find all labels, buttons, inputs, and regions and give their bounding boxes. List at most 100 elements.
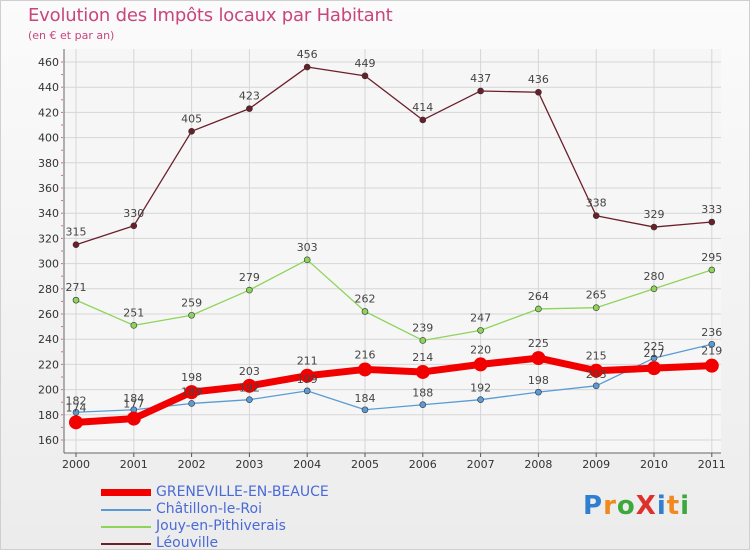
data-label-leouville: 423 [239,90,260,103]
data-point-jouy-en-pithiverais [708,266,716,274]
y-tick-label: 440 [38,81,59,94]
y-tick-label: 360 [38,182,59,195]
data-point-greneville-en-beauce [184,385,199,400]
x-tick-label: 2011 [698,458,726,471]
x-tick-label: 2002 [178,458,206,471]
y-tick-label: 260 [38,308,59,321]
data-label-chatillon-le-roi: 192 [239,382,260,395]
data-label-jouy-en-pithiverais: 259 [181,296,202,309]
y-tick-label: 320 [38,232,59,245]
data-label-greneville-en-beauce: 220 [470,343,491,356]
y-tick-label: 240 [38,333,59,346]
data-point-leouville [72,241,80,248]
y-tick-label: 420 [38,106,59,119]
series-line-greneville-en-beauce [72,354,716,426]
data-point-chatillon-le-roi [188,400,195,407]
x-tick-label: 2004 [293,458,321,471]
data-point-chatillon-le-roi [303,387,311,395]
data-point-jouy-en-pithiverais [188,311,195,319]
data-label-jouy-en-pithiverais: 303 [297,241,318,254]
data-label-greneville-en-beauce: 177 [123,398,144,411]
y-tick-label: 200 [38,384,59,397]
data-label-leouville: 414 [412,101,433,114]
data-label-jouy-en-pithiverais: 251 [123,306,144,319]
data-label-chatillon-le-roi: 189 [181,385,202,398]
series-line-jouy-en-pithiverais [75,259,713,342]
y-tick-label: 380 [38,157,59,170]
data-point-jouy-en-pithiverais [419,337,427,344]
chart-subtitle: (en € et par an) [28,29,115,42]
data-label-chatillon-le-roi: 188 [412,387,433,400]
data-point-chatillon-le-roi [477,396,484,403]
data-point-jouy-en-pithiverais [130,322,138,329]
y-tick-label: 280 [38,283,59,296]
data-label-jouy-en-pithiverais: 247 [470,311,491,324]
data-label-leouville: 338 [586,197,607,210]
data-point-greneville-en-beauce [242,378,257,393]
data-point-leouville [592,212,600,220]
x-tick-label: 2007 [467,458,495,471]
data-point-leouville [188,128,195,135]
logo-letter: i [680,491,691,521]
data-labels: 315 330 405 423 456 449 414 437 436 338 329 333 271 2… [66,48,723,414]
data-label-greneville-en-beauce: 215 [586,350,607,363]
data-point-greneville-en-beauce [126,411,141,426]
data-point-chatillon-le-roi [72,408,80,416]
data-point-jouy-en-pithiverais [303,256,311,264]
data-label-leouville: 449 [355,57,376,70]
x-tick-label: 2008 [524,458,552,471]
data-point-greneville-en-beauce [358,362,372,377]
data-label-jouy-en-pithiverais: 239 [412,321,433,334]
x-tick-label: 2001 [120,458,148,471]
x-tick-label: 2009 [582,458,610,471]
data-point-leouville [361,72,369,80]
proxiti-logo: ProXiti [583,491,690,521]
grid [64,49,721,453]
data-point-chatillon-le-roi [246,396,253,403]
legend-label: Châtillon-le-Roi [156,501,262,517]
data-label-chatillon-le-roi: 236 [701,326,722,339]
data-label-jouy-en-pithiverais: 262 [355,292,376,305]
data-label-leouville: 456 [297,48,318,61]
data-label-jouy-en-pithiverais: 280 [644,270,665,283]
y-tick-label: 300 [38,258,59,271]
legend-label: Jouy-en-Pithiverais [156,518,286,534]
data-point-leouville [535,88,542,96]
data-point-chatillon-le-roi [419,401,427,409]
legend-label: Léouville [156,535,219,551]
data-label-chatillon-le-roi: 182 [66,394,87,407]
data-label-jouy-en-pithiverais: 264 [528,290,549,303]
data-label-greneville-en-beauce: 219 [701,345,722,358]
plot-area [64,49,721,453]
data-point-greneville-en-beauce [300,368,315,383]
data-label-leouville: 436 [528,73,549,86]
data-point-jouy-en-pithiverais [361,308,369,315]
data-label-jouy-en-pithiverais: 279 [239,271,260,284]
legend-swatch [101,543,151,545]
x-tick-label: 2006 [409,458,437,471]
chart-title: Evolution des Impôts locaux par Habitant [28,5,393,26]
data-point-jouy-en-pithiverais [535,305,542,313]
data-label-chatillon-le-roi: 203 [586,368,607,381]
data-point-greneville-en-beauce [531,351,546,366]
data-point-leouville [303,63,311,71]
data-point-leouville [419,116,427,124]
data-label-greneville-en-beauce: 214 [412,351,433,364]
data-point-jouy-en-pithiverais [592,304,600,312]
data-point-jouy-en-pithiverais [246,286,253,294]
legend-swatch [101,509,151,511]
data-label-greneville-en-beauce: 225 [528,337,549,350]
data-point-chatillon-le-roi [535,388,542,396]
data-point-leouville [130,222,138,230]
data-point-greneville-en-beauce [69,415,83,430]
data-point-greneville-en-beauce [589,363,604,378]
y-tick-label: 400 [38,132,59,145]
data-point-jouy-en-pithiverais [72,296,80,304]
data-label-chatillon-le-roi: 199 [297,373,318,386]
data-label-leouville: 329 [644,208,665,221]
data-label-leouville: 333 [701,203,722,216]
data-point-greneville-en-beauce [704,358,719,373]
data-label-chatillon-le-roi: 184 [355,392,376,405]
legend-swatch [101,489,151,496]
